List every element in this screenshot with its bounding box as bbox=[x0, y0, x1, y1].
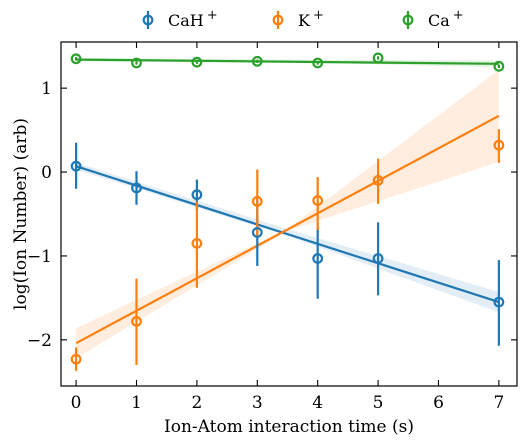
k-legend-marker bbox=[272, 14, 284, 26]
cah-data-point bbox=[191, 189, 203, 201]
confidence-bands bbox=[76, 57, 499, 359]
x-tick-label: 0 bbox=[71, 393, 82, 413]
y-tick-label: −2 bbox=[27, 331, 52, 351]
k-fit-line bbox=[75, 114, 500, 345]
ca-data-point bbox=[312, 57, 324, 69]
k-legend-label: K + bbox=[298, 8, 324, 30]
y-tick-label: 0 bbox=[41, 163, 52, 183]
ca-data-point bbox=[251, 55, 263, 67]
x-axis-label: Ion-Atom interaction time (s) bbox=[164, 417, 414, 437]
cah-data-point bbox=[493, 296, 505, 308]
y-tick-label: −1 bbox=[27, 247, 52, 267]
x-tick-label: 5 bbox=[373, 393, 384, 413]
k-data-point bbox=[372, 175, 384, 186]
k-band bbox=[76, 69, 499, 359]
x-tick-label: 6 bbox=[433, 393, 444, 413]
plot-frame bbox=[60, 41, 518, 387]
x-axis-ticks: 0 1 2 3 4 5 6 7 bbox=[71, 42, 504, 413]
cah-legend-marker bbox=[142, 14, 154, 26]
error-bars bbox=[74, 56, 500, 371]
ca-data-point bbox=[70, 53, 82, 65]
fit-lines bbox=[75, 58, 500, 345]
ca-legend-label: Ca + bbox=[428, 8, 464, 30]
cah-data-point bbox=[131, 182, 142, 194]
x-tick-label: 7 bbox=[493, 393, 504, 413]
x-tick-label: 3 bbox=[252, 393, 263, 413]
y-axis-ticks: −2 −1 0 1 bbox=[27, 79, 517, 351]
ca-legend-charge: + bbox=[453, 8, 464, 23]
k-data-point bbox=[493, 139, 505, 151]
k-data-point bbox=[251, 196, 263, 207]
cah-data-point bbox=[251, 227, 263, 238]
k-data-point bbox=[131, 315, 142, 327]
ca-data-point bbox=[191, 56, 203, 68]
cah-data-point bbox=[372, 253, 384, 264]
cah-legend-charge: + bbox=[207, 8, 218, 23]
x-tick-label: 2 bbox=[191, 393, 202, 413]
k-data-point bbox=[70, 353, 82, 365]
x-tick-label: 1 bbox=[131, 393, 142, 413]
cah-data-point bbox=[70, 160, 82, 172]
x-tick-label: 4 bbox=[312, 393, 323, 413]
y-tick-label: 1 bbox=[41, 79, 52, 99]
legend: CaH + K + Ca + bbox=[142, 8, 464, 30]
y-axis-label: log(Ion Number) (arb) bbox=[11, 118, 31, 310]
cah-fit-line bbox=[75, 165, 500, 304]
ca-legend-marker bbox=[402, 14, 414, 26]
cah-legend-label: CaH + bbox=[168, 8, 218, 30]
k-legend-charge: + bbox=[313, 8, 324, 23]
ca-data-point bbox=[131, 57, 142, 69]
k-data-point bbox=[312, 195, 324, 206]
ca-data-point bbox=[372, 52, 384, 64]
ca-fit-line bbox=[76, 58, 499, 65]
k-data-point bbox=[191, 237, 203, 249]
cah-data-point bbox=[312, 253, 324, 264]
ca-data-point bbox=[493, 60, 505, 72]
data-points bbox=[70, 52, 505, 365]
